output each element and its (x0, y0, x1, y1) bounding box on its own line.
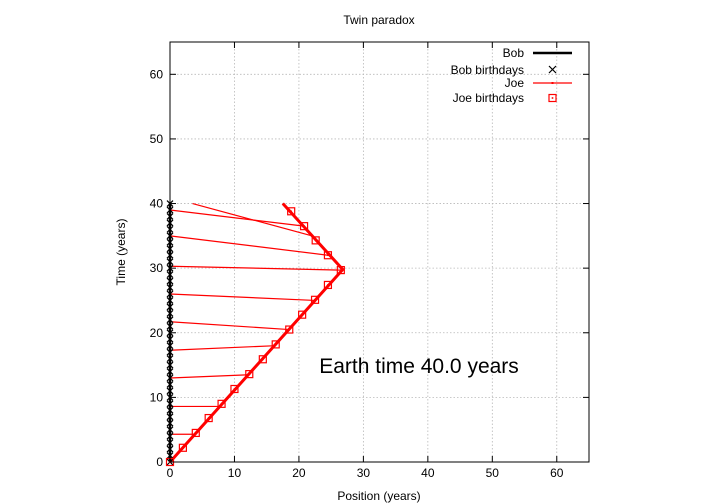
chart-title: Twin paradox (343, 13, 414, 27)
y-tick-label: 20 (150, 326, 164, 340)
joe-birthday-marker-dot (233, 388, 236, 390)
y-tick-label: 40 (150, 197, 164, 211)
joe-birthday-marker-dot (288, 328, 291, 331)
legend: Bob Bob birthdays Joe Joe birthdays (451, 46, 572, 105)
joe-birthday-marker (287, 207, 296, 216)
legend-label-bob-birthdays: Bob birthdays (451, 63, 524, 77)
joe-birthday-marker (204, 413, 213, 423)
axis-ticks: 0 10 20 30 40 50 60 0 10 20 30 40 50 60 (150, 42, 589, 480)
joe-signal-line (169, 293, 316, 302)
legend-symbol-joe-dot (551, 82, 554, 84)
x-tick-label: 40 (421, 466, 435, 480)
joe-birthday-marker (258, 355, 267, 364)
joe-birthday-marker (310, 295, 320, 304)
legend-label-joe-birthdays: Joe birthdays (453, 91, 524, 105)
legend-label-joe: Joe (505, 76, 525, 90)
y-tick-label: 0 (156, 455, 163, 469)
joe-birthday-marker-dot (220, 403, 223, 405)
joe-birthday-marker (178, 443, 187, 452)
y-axis-label: Time (years) (114, 219, 128, 286)
joe-birthday-marker-dot (340, 269, 342, 271)
x-tick-label: 60 (550, 466, 564, 480)
joe-birthday-marker (299, 222, 309, 231)
joe-birthday-marker-dot (207, 417, 210, 419)
x-tick-label: 10 (228, 466, 242, 480)
joe-signal-line (169, 374, 250, 379)
joe-birthday-marker-dot (182, 446, 184, 449)
joe-birthday-marker (323, 280, 333, 290)
legend-symbol-bob-birthdays (548, 65, 557, 74)
plot-frame (169, 41, 590, 463)
joe-birthday-marker-dot (314, 299, 316, 301)
y-tick-label: 10 (150, 390, 164, 404)
joe-birthday-marker-dot (301, 313, 303, 316)
x-tick-label: 20 (292, 466, 306, 480)
joe-signal-line (192, 202, 312, 237)
joe-birthday-marker-dot (262, 358, 264, 361)
joe-birthday-marker-dot (290, 210, 292, 213)
legend-label-bob: Bob (503, 46, 525, 60)
joe-signal-line (169, 345, 276, 351)
joe-birthday-marker-dot (327, 284, 329, 286)
joe-birthday-marker (311, 236, 320, 245)
joe-birthday-marker (298, 310, 307, 319)
joe-signal-line (169, 235, 329, 256)
legend-symbol-joe-birthdays-dot (551, 97, 554, 99)
joe-birthday-marker (323, 251, 333, 260)
x-tick-label: 30 (357, 466, 371, 480)
joe-birthday-marker-dot (327, 254, 329, 257)
y-tick-label: 30 (150, 261, 164, 275)
joe-birthday-marker (271, 340, 280, 349)
joe-birthday-marker-dot (194, 432, 197, 434)
x-tick-label: 0 (167, 466, 174, 480)
joe-birthday-marker (191, 428, 200, 438)
joe-birthday-marker (245, 370, 254, 379)
joe-birthday-marker-dot (248, 373, 251, 375)
y-tick-label: 50 (150, 132, 164, 146)
joe-birthday-marker (230, 384, 239, 394)
joe-birthday-marker (285, 325, 294, 334)
joe-birthday-marker (336, 265, 345, 275)
joe-worldline (168, 202, 345, 464)
joe-birthday-marker-dot (314, 239, 317, 242)
y-tick-label: 60 (150, 67, 164, 81)
joe-birthday-marker-dot (303, 225, 305, 227)
joe-signal-line (169, 265, 341, 271)
joe-birthday-marker (217, 399, 226, 408)
x-tick-label: 50 (486, 466, 500, 480)
x-axis-label: Position (years) (337, 489, 420, 503)
joe-signal-line (169, 321, 290, 331)
earth-time-annotation: Earth time 40.0 years (319, 355, 519, 378)
joe-birthday-marker-dot (274, 343, 277, 346)
legend-symbol-joe-birthdays (548, 93, 557, 103)
joe-signal-line (169, 209, 305, 227)
